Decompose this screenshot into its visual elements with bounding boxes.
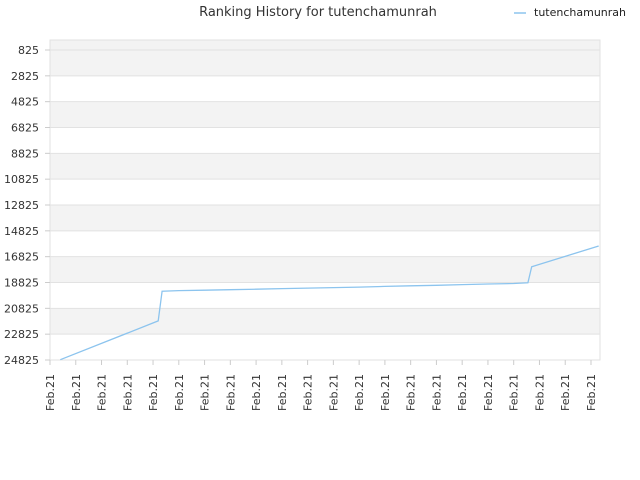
- plot-band: [50, 282, 600, 309]
- series-layer: [60, 245, 599, 361]
- y-tick-label: 12825: [4, 199, 39, 212]
- plot-bands: [50, 40, 600, 360]
- x-tick-label: Feb.21: [250, 374, 263, 411]
- y-tick-label: 16825: [4, 251, 39, 264]
- x-tick-label: Feb.21: [353, 374, 366, 411]
- plot-band: [50, 127, 600, 154]
- plot-band: [50, 153, 600, 180]
- legend-label: tutenchamunrah: [534, 6, 626, 19]
- x-tick-label: Feb.21: [327, 374, 340, 411]
- y-tick-label: 8825: [11, 147, 39, 160]
- plot-band: [50, 179, 600, 205]
- y-tick-label: 18825: [4, 277, 39, 290]
- plot-band: [50, 334, 600, 360]
- x-tick-label: Feb.21: [173, 374, 186, 411]
- x-tick-label: Feb.21: [147, 374, 160, 411]
- x-tick-label: Feb.21: [585, 374, 598, 411]
- plot-band: [50, 50, 600, 76]
- y-axis: 825 2825 4825 6825 8825 10825 12825 14825 16825 1…: [4, 44, 50, 367]
- x-axis: Feb.21 Feb.21 Feb.21 Feb.21 Feb.21 Feb.21 Feb.…: [44, 360, 598, 411]
- y-tick-label: 2825: [11, 70, 39, 83]
- x-tick-label: Feb.21: [533, 374, 546, 411]
- x-tick-label: Feb.21: [276, 374, 289, 411]
- x-tick-label: Feb.21: [199, 374, 212, 411]
- x-tick-label: Feb.21: [224, 374, 237, 411]
- plot-band: [50, 230, 600, 257]
- x-tick-label: Feb.21: [430, 374, 443, 411]
- series-line: [60, 245, 599, 361]
- y-tick-label: 24825: [4, 354, 39, 367]
- x-tick-label: Feb.21: [456, 374, 469, 411]
- plot-band: [50, 308, 600, 335]
- y-tick-label: 825: [18, 44, 39, 57]
- plot-band: [50, 205, 600, 231]
- y-tick-label: 6825: [11, 122, 39, 135]
- x-tick-label: Feb.21: [379, 374, 392, 411]
- chart-title: Ranking History for tutenchamunrah: [199, 5, 437, 20]
- x-tick-label: Feb.21: [44, 374, 57, 411]
- plot-band: [50, 101, 600, 128]
- y-tick-label: 14825: [4, 225, 39, 238]
- plot-band: [50, 40, 600, 50]
- y-tick-label: 22825: [4, 328, 39, 341]
- x-tick-label: Feb.21: [508, 374, 521, 411]
- x-tick-label: Feb.21: [405, 374, 418, 411]
- x-tick-label: Feb.21: [96, 374, 109, 411]
- plot-grid: [49, 39, 601, 361]
- x-tick-label: Feb.21: [482, 374, 495, 411]
- x-tick-label: Feb.21: [70, 374, 83, 411]
- plot-band: [50, 256, 600, 283]
- y-tick-label: 20825: [4, 302, 39, 315]
- x-tick-label: Feb.21: [302, 374, 315, 411]
- x-tick-label: Feb.21: [121, 374, 134, 411]
- y-tick-label: 4825: [11, 96, 39, 109]
- plot-band: [50, 75, 600, 102]
- x-tick-label: Feb.21: [559, 374, 572, 411]
- y-tick-label: 10825: [4, 173, 39, 186]
